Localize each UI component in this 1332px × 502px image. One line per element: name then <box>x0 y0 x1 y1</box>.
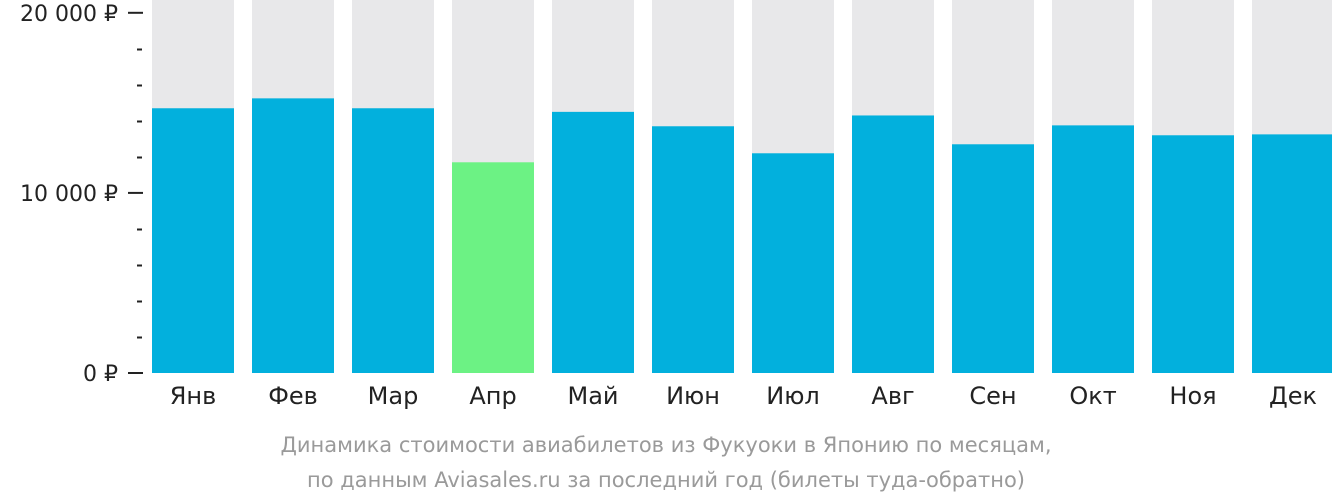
bar-6 <box>652 126 734 373</box>
bar-10 <box>1052 125 1134 373</box>
chart-caption-line-2: по данным Aviasales.ru за последний год … <box>307 468 1025 492</box>
bar-2 <box>252 98 334 374</box>
chart-caption-line-1: Динамика стоимости авиабилетов из Фукуок… <box>280 433 1052 457</box>
price-bar-chart: Янв Фев Мар Апр Май Июн Июл Авг Сен Окт Ноя Дек 0 ₽ 1… <box>20 0 1332 410</box>
x-tick-label-9: Сен <box>969 382 1016 410</box>
bar-9 <box>952 144 1034 373</box>
bar-4 <box>452 162 534 373</box>
bar-12 <box>1252 134 1332 373</box>
y-tick-label-2: 10 000 ₽ <box>20 182 118 207</box>
x-tick-label-4: Апр <box>469 382 516 410</box>
x-tick-label-7: Июл <box>766 382 820 410</box>
bar-5 <box>552 111 634 373</box>
bar-8 <box>852 115 934 373</box>
x-tick-label-1: Янв <box>170 382 217 410</box>
bar-1 <box>152 108 234 374</box>
x-tick-label-8: Авг <box>871 382 914 410</box>
x-tick-label-3: Мар <box>368 382 419 410</box>
bar-3 <box>352 108 434 374</box>
y-tick-label-3: 20 000 ₽ <box>20 2 118 27</box>
x-tick-label-12: Дек <box>1269 382 1317 410</box>
x-tick-label-5: Май <box>567 382 618 410</box>
x-tick-label-11: Ноя <box>1169 382 1216 410</box>
bar-7 <box>752 153 834 373</box>
bar-11 <box>1152 135 1234 373</box>
x-tick-label-10: Окт <box>1069 382 1116 410</box>
y-tick-label-1: 0 ₽ <box>83 362 118 387</box>
x-tick-label-6: Июн <box>666 382 720 410</box>
x-tick-label-2: Фев <box>268 382 318 410</box>
